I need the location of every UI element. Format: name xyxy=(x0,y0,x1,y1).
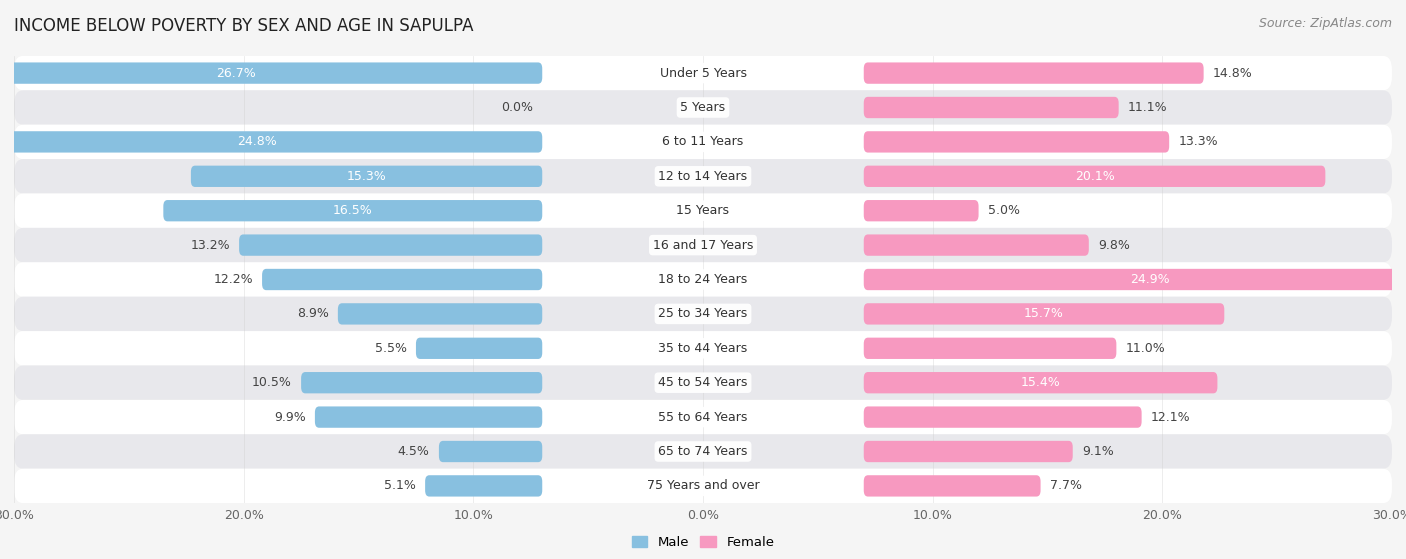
Text: 15.7%: 15.7% xyxy=(1024,307,1064,320)
FancyBboxPatch shape xyxy=(863,97,1119,118)
Text: 55 to 64 Years: 55 to 64 Years xyxy=(658,411,748,424)
FancyBboxPatch shape xyxy=(14,400,1392,434)
Text: 5.0%: 5.0% xyxy=(988,204,1019,217)
FancyBboxPatch shape xyxy=(14,193,1392,228)
FancyBboxPatch shape xyxy=(14,297,1392,331)
Text: 5.5%: 5.5% xyxy=(375,342,406,355)
FancyBboxPatch shape xyxy=(863,441,1073,462)
Text: 20.1%: 20.1% xyxy=(1074,170,1115,183)
Text: 15.4%: 15.4% xyxy=(1021,376,1060,389)
Text: 14.8%: 14.8% xyxy=(1213,67,1253,79)
Text: 7.7%: 7.7% xyxy=(1050,480,1081,492)
Text: 45 to 54 Years: 45 to 54 Years xyxy=(658,376,748,389)
FancyBboxPatch shape xyxy=(191,165,543,187)
FancyBboxPatch shape xyxy=(14,228,1392,262)
FancyBboxPatch shape xyxy=(14,159,1392,193)
Text: 12 to 14 Years: 12 to 14 Years xyxy=(658,170,748,183)
FancyBboxPatch shape xyxy=(14,125,1392,159)
FancyBboxPatch shape xyxy=(14,434,1392,468)
Text: 16 and 17 Years: 16 and 17 Years xyxy=(652,239,754,252)
FancyBboxPatch shape xyxy=(337,303,543,325)
FancyBboxPatch shape xyxy=(863,165,1326,187)
Text: 15 Years: 15 Years xyxy=(676,204,730,217)
FancyBboxPatch shape xyxy=(262,269,543,290)
FancyBboxPatch shape xyxy=(863,131,1170,153)
Legend: Male, Female: Male, Female xyxy=(626,531,780,555)
FancyBboxPatch shape xyxy=(0,63,543,84)
FancyBboxPatch shape xyxy=(301,372,543,394)
FancyBboxPatch shape xyxy=(0,131,543,153)
Text: 35 to 44 Years: 35 to 44 Years xyxy=(658,342,748,355)
FancyBboxPatch shape xyxy=(863,475,1040,496)
FancyBboxPatch shape xyxy=(416,338,543,359)
Text: 13.2%: 13.2% xyxy=(190,239,231,252)
Text: INCOME BELOW POVERTY BY SEX AND AGE IN SAPULPA: INCOME BELOW POVERTY BY SEX AND AGE IN S… xyxy=(14,17,474,35)
Text: 12.1%: 12.1% xyxy=(1152,411,1191,424)
Text: 10.5%: 10.5% xyxy=(252,376,292,389)
FancyBboxPatch shape xyxy=(163,200,543,221)
Text: Source: ZipAtlas.com: Source: ZipAtlas.com xyxy=(1258,17,1392,30)
Text: 25 to 34 Years: 25 to 34 Years xyxy=(658,307,748,320)
FancyBboxPatch shape xyxy=(14,331,1392,366)
Text: 24.9%: 24.9% xyxy=(1130,273,1170,286)
Text: 15.3%: 15.3% xyxy=(347,170,387,183)
Text: 11.0%: 11.0% xyxy=(1126,342,1166,355)
FancyBboxPatch shape xyxy=(863,406,1142,428)
FancyBboxPatch shape xyxy=(315,406,543,428)
FancyBboxPatch shape xyxy=(14,91,1392,125)
FancyBboxPatch shape xyxy=(14,262,1392,297)
FancyBboxPatch shape xyxy=(863,200,979,221)
FancyBboxPatch shape xyxy=(14,468,1392,503)
Text: 4.5%: 4.5% xyxy=(398,445,430,458)
Text: 6 to 11 Years: 6 to 11 Years xyxy=(662,135,744,148)
Text: 16.5%: 16.5% xyxy=(333,204,373,217)
Text: 5.1%: 5.1% xyxy=(384,480,416,492)
FancyBboxPatch shape xyxy=(14,56,1392,91)
Text: 13.3%: 13.3% xyxy=(1178,135,1218,148)
FancyBboxPatch shape xyxy=(863,338,1116,359)
FancyBboxPatch shape xyxy=(425,475,543,496)
FancyBboxPatch shape xyxy=(863,63,1204,84)
Text: 75 Years and over: 75 Years and over xyxy=(647,480,759,492)
Text: 5 Years: 5 Years xyxy=(681,101,725,114)
FancyBboxPatch shape xyxy=(863,372,1218,394)
FancyBboxPatch shape xyxy=(863,269,1406,290)
FancyBboxPatch shape xyxy=(14,366,1392,400)
Text: 26.7%: 26.7% xyxy=(215,67,256,79)
Text: 11.1%: 11.1% xyxy=(1128,101,1167,114)
Text: 0.0%: 0.0% xyxy=(501,101,533,114)
Text: 24.8%: 24.8% xyxy=(238,135,277,148)
FancyBboxPatch shape xyxy=(863,234,1088,256)
Text: 65 to 74 Years: 65 to 74 Years xyxy=(658,445,748,458)
FancyBboxPatch shape xyxy=(239,234,543,256)
Text: 9.9%: 9.9% xyxy=(274,411,305,424)
Text: 9.8%: 9.8% xyxy=(1098,239,1130,252)
Text: 8.9%: 8.9% xyxy=(297,307,329,320)
FancyBboxPatch shape xyxy=(439,441,543,462)
Text: 18 to 24 Years: 18 to 24 Years xyxy=(658,273,748,286)
Text: Under 5 Years: Under 5 Years xyxy=(659,67,747,79)
Text: 12.2%: 12.2% xyxy=(214,273,253,286)
Text: 9.1%: 9.1% xyxy=(1083,445,1114,458)
FancyBboxPatch shape xyxy=(863,303,1225,325)
